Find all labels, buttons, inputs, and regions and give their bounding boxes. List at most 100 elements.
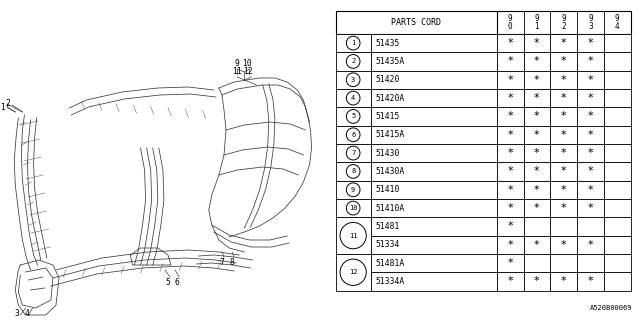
Text: *: * (588, 75, 593, 85)
Text: 3: 3 (351, 77, 355, 83)
Circle shape (346, 36, 360, 50)
Bar (524, 254, 550, 272)
Bar (577, 125, 604, 144)
Bar (336, 11, 630, 34)
Bar (371, 162, 497, 180)
Circle shape (346, 183, 360, 196)
Bar (371, 125, 497, 144)
Text: *: * (561, 185, 566, 195)
Text: A520B00069: A520B00069 (589, 305, 632, 311)
Bar (497, 107, 524, 125)
Text: *: * (561, 93, 566, 103)
Text: 1: 1 (0, 103, 5, 113)
Text: 51415: 51415 (375, 112, 399, 121)
Bar (497, 71, 524, 89)
Bar (604, 254, 630, 272)
Bar (497, 217, 524, 236)
Bar (550, 52, 577, 71)
Text: *: * (508, 93, 513, 103)
Text: 51430: 51430 (375, 148, 399, 157)
Text: *: * (508, 203, 513, 213)
Text: 10: 10 (243, 59, 252, 68)
Bar (336, 89, 371, 107)
Text: *: * (534, 56, 540, 67)
Text: *: * (561, 166, 566, 176)
Bar (371, 236, 497, 254)
Text: 5: 5 (166, 278, 170, 287)
Text: *: * (588, 203, 593, 213)
Text: 51415A: 51415A (375, 130, 404, 139)
Text: *: * (534, 130, 540, 140)
Text: 51430A: 51430A (375, 167, 404, 176)
Bar (497, 254, 524, 272)
Bar (336, 34, 371, 52)
Bar (524, 180, 550, 199)
Text: 9
2: 9 2 (561, 14, 566, 31)
Text: *: * (588, 240, 593, 250)
Bar (604, 52, 630, 71)
Bar (604, 89, 630, 107)
Bar (604, 107, 630, 125)
Text: 12: 12 (349, 269, 357, 275)
Circle shape (346, 164, 360, 178)
Text: *: * (534, 38, 540, 48)
Bar (497, 236, 524, 254)
Bar (371, 272, 497, 291)
Bar (577, 52, 604, 71)
Bar (524, 34, 550, 52)
Text: 5: 5 (351, 113, 355, 119)
Bar (371, 199, 497, 217)
Bar (336, 199, 371, 217)
Text: 3: 3 (15, 309, 20, 318)
Bar (497, 162, 524, 180)
Text: 2: 2 (351, 59, 355, 64)
Text: 51435: 51435 (375, 39, 399, 48)
Bar (604, 144, 630, 162)
Circle shape (346, 54, 360, 68)
Bar (577, 199, 604, 217)
Text: *: * (534, 240, 540, 250)
Bar (524, 71, 550, 89)
Text: *: * (534, 111, 540, 121)
Text: *: * (588, 276, 593, 286)
Text: *: * (561, 111, 566, 121)
Bar (336, 125, 371, 144)
Bar (577, 89, 604, 107)
Bar (524, 272, 550, 291)
Bar (550, 144, 577, 162)
Bar (604, 180, 630, 199)
Text: *: * (534, 276, 540, 286)
Text: *: * (588, 185, 593, 195)
Circle shape (346, 91, 360, 105)
Text: 51420: 51420 (375, 75, 399, 84)
Circle shape (346, 73, 360, 87)
Bar (604, 272, 630, 291)
Text: *: * (561, 276, 566, 286)
Text: 12: 12 (244, 67, 253, 76)
Bar (371, 107, 497, 125)
Bar (577, 236, 604, 254)
Text: 1: 1 (351, 40, 355, 46)
Bar (577, 217, 604, 236)
Bar (497, 34, 524, 52)
Bar (524, 89, 550, 107)
Bar (371, 180, 497, 199)
Text: 51420A: 51420A (375, 93, 404, 103)
Bar (371, 34, 497, 52)
Text: *: * (508, 148, 513, 158)
Text: *: * (588, 166, 593, 176)
Text: *: * (534, 203, 540, 213)
Text: *: * (508, 276, 513, 286)
Text: *: * (588, 93, 593, 103)
Circle shape (346, 146, 360, 160)
Text: *: * (561, 75, 566, 85)
Text: *: * (561, 38, 566, 48)
Text: *: * (508, 75, 513, 85)
Bar (577, 144, 604, 162)
Text: 51481A: 51481A (375, 259, 404, 268)
Text: *: * (534, 93, 540, 103)
Bar (524, 217, 550, 236)
Bar (604, 34, 630, 52)
Bar (524, 199, 550, 217)
Text: 6: 6 (175, 278, 180, 287)
